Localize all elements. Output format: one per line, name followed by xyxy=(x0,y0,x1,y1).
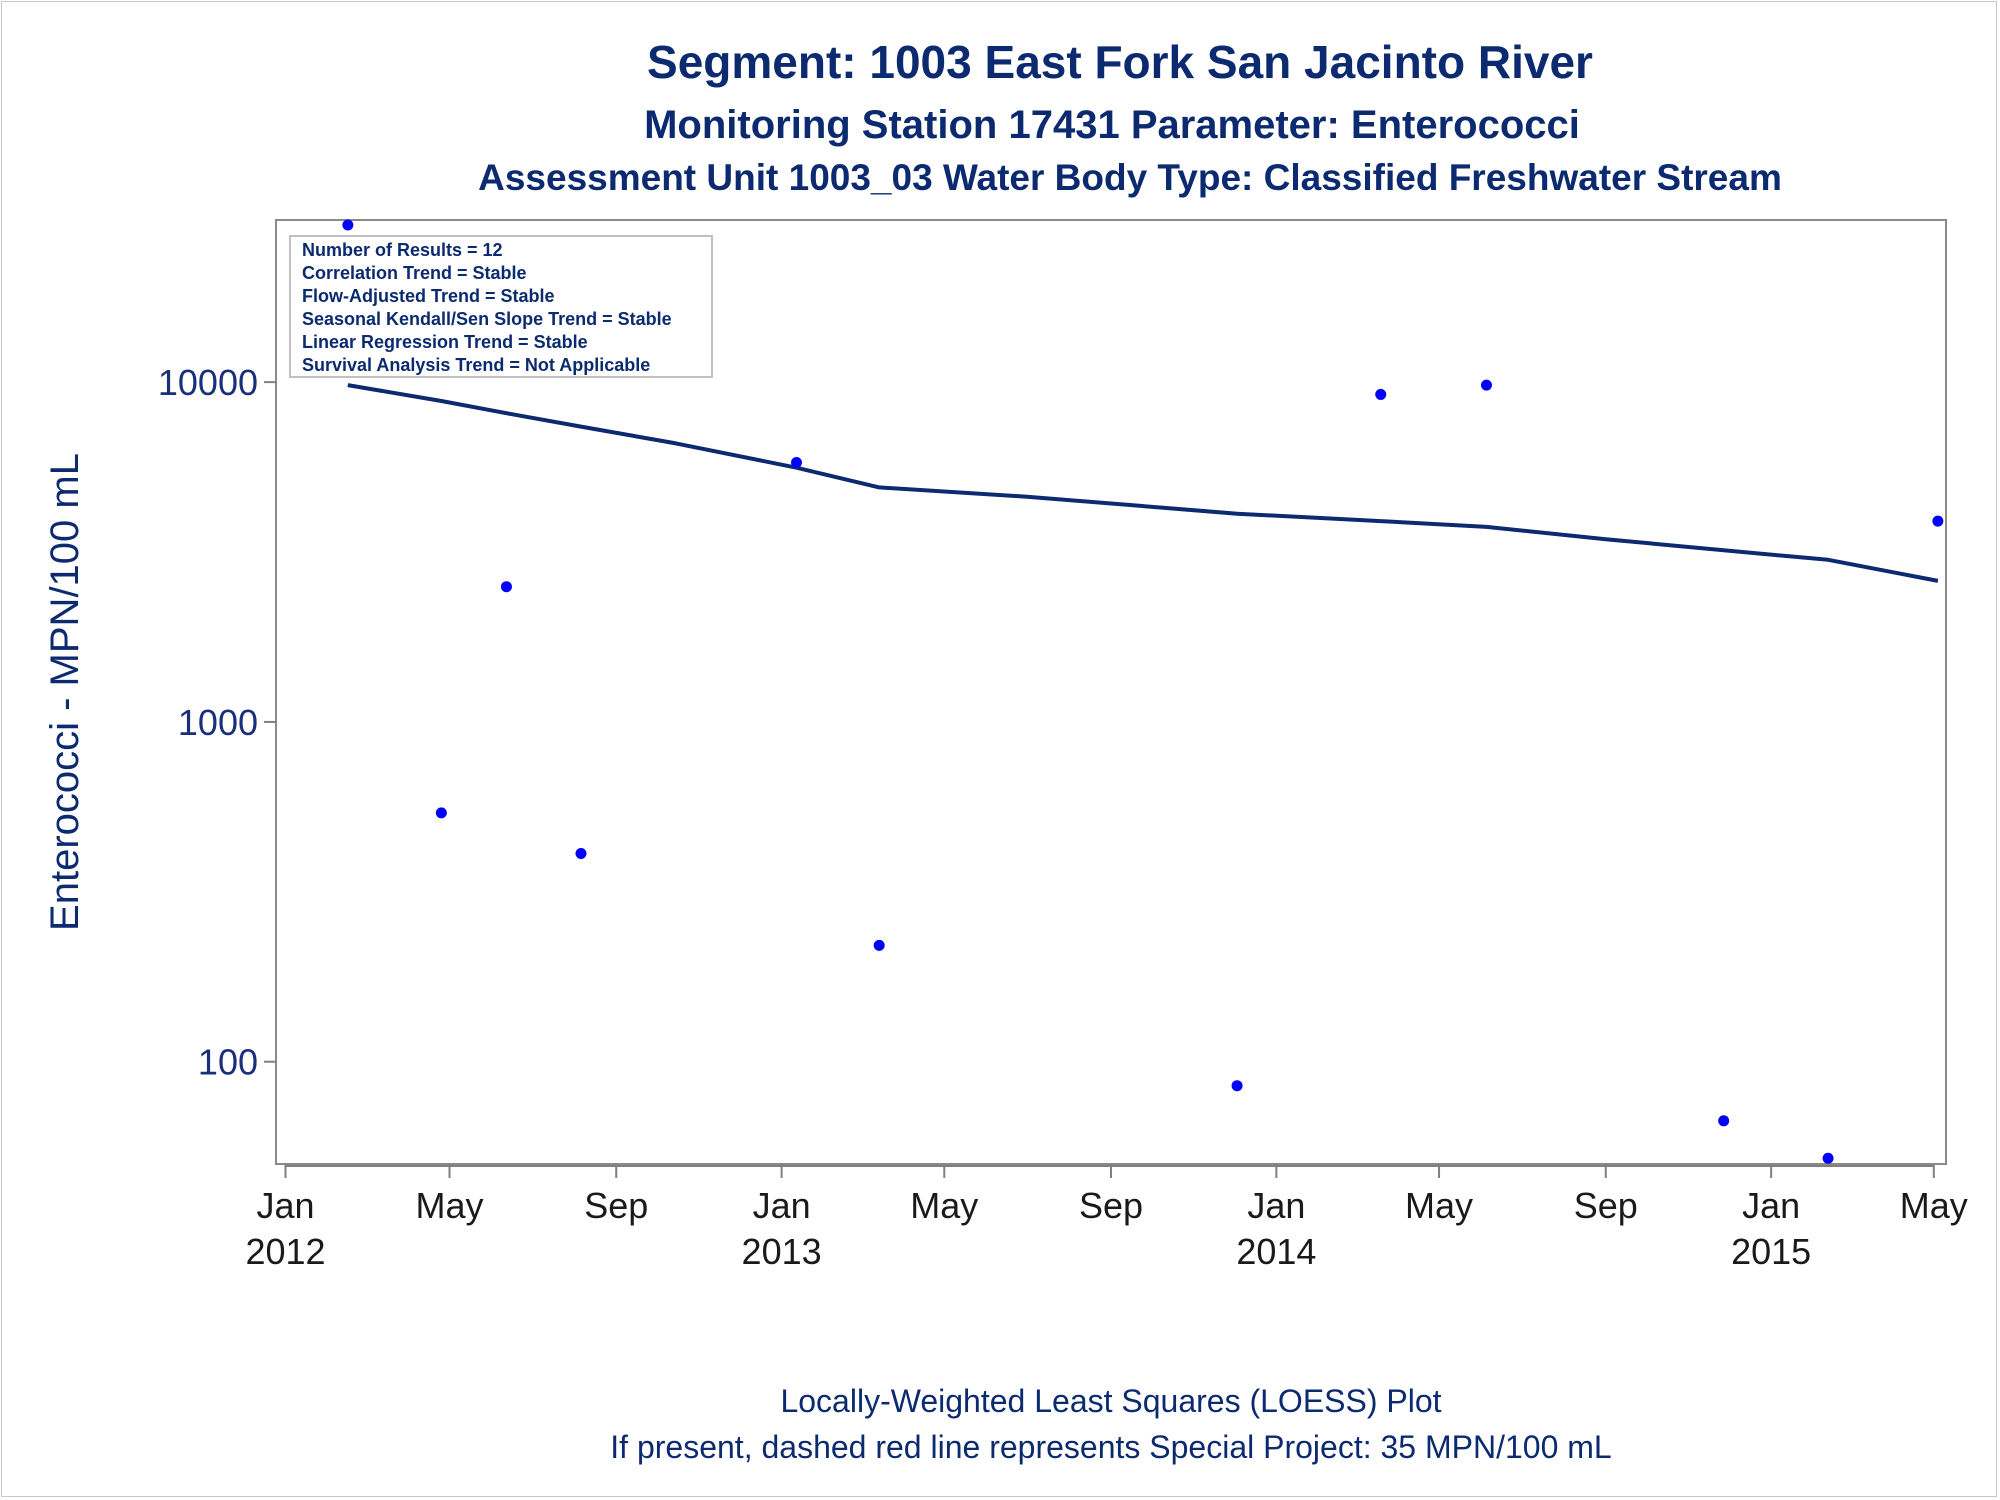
points-layer xyxy=(342,219,1944,1164)
chart-subtitle: Monitoring Station 17431 Parameter: Ente… xyxy=(644,103,1580,147)
y-tick-label: 1000 xyxy=(178,702,258,743)
x-tick-year-label: 2012 xyxy=(245,1231,325,1272)
x-tick-label: Sep xyxy=(584,1185,648,1226)
data-point xyxy=(791,457,803,469)
x-tick-label: Sep xyxy=(1079,1185,1143,1226)
y-axis: 100 1000 10000 xyxy=(158,362,276,1083)
x-tick-label: Jan xyxy=(256,1185,314,1226)
loess-line xyxy=(347,383,1939,583)
data-point xyxy=(1822,1152,1834,1164)
x-tick-label: Jan xyxy=(1247,1185,1305,1226)
inset-line-2: Correlation Trend = Stable xyxy=(302,263,527,283)
chart-subtitle-2: Assessment Unit 1003_03 Water Body Type:… xyxy=(478,157,1782,198)
x-tick-label: May xyxy=(1405,1185,1473,1226)
loess-layer xyxy=(347,383,1939,583)
x-tick-year-label: 2015 xyxy=(1731,1231,1811,1272)
x-tick-label: Sep xyxy=(1574,1185,1638,1226)
inset-line-1: Number of Results = 12 xyxy=(302,240,503,260)
y-tick-label: 100 xyxy=(198,1042,258,1083)
x-axis: Jan 2012 May Sep Jan 2013 May Sep Jan 2014 May Sep J… xyxy=(245,1164,1968,1272)
data-point xyxy=(873,939,885,951)
x-tick-year-label: 2013 xyxy=(742,1231,822,1272)
y-tick-label: 10000 xyxy=(158,362,258,403)
data-point xyxy=(1718,1115,1730,1127)
inset-line-5: Linear Regression Trend = Stable xyxy=(302,332,588,352)
data-point xyxy=(1480,379,1492,391)
chart-title: Segment: 1003 East Fork San Jacinto Rive… xyxy=(647,36,1593,88)
data-point xyxy=(435,807,447,819)
inset-line-3: Flow-Adjusted Trend = Stable xyxy=(302,286,555,306)
data-point xyxy=(500,581,512,593)
data-point xyxy=(575,847,587,859)
y-axis-label: Enterococci - MPN/100 mL xyxy=(43,453,87,931)
footnote-1: Locally-Weighted Least Squares (LOESS) P… xyxy=(780,1383,1441,1419)
footnote-2: If present, dashed red line represents S… xyxy=(610,1429,1611,1465)
data-point xyxy=(1375,388,1387,400)
data-point xyxy=(342,219,354,231)
x-tick-label: May xyxy=(910,1185,978,1226)
x-tick-label: May xyxy=(1900,1185,1968,1226)
stats-inset-box xyxy=(289,235,713,378)
inset-line-6: Survival Analysis Trend = Not Applicable xyxy=(302,355,650,375)
x-tick-label: May xyxy=(415,1185,483,1226)
data-point xyxy=(1231,1080,1243,1092)
x-tick-label: Jan xyxy=(753,1185,811,1226)
x-tick-label: Jan xyxy=(1742,1185,1800,1226)
data-point xyxy=(1932,515,1944,527)
x-tick-year-label: 2014 xyxy=(1236,1231,1316,1272)
stats-inset: Number of Results = 12 Correlation Trend… xyxy=(289,235,713,378)
inset-line-4: Seasonal Kendall/Sen Slope Trend = Stabl… xyxy=(302,309,672,329)
